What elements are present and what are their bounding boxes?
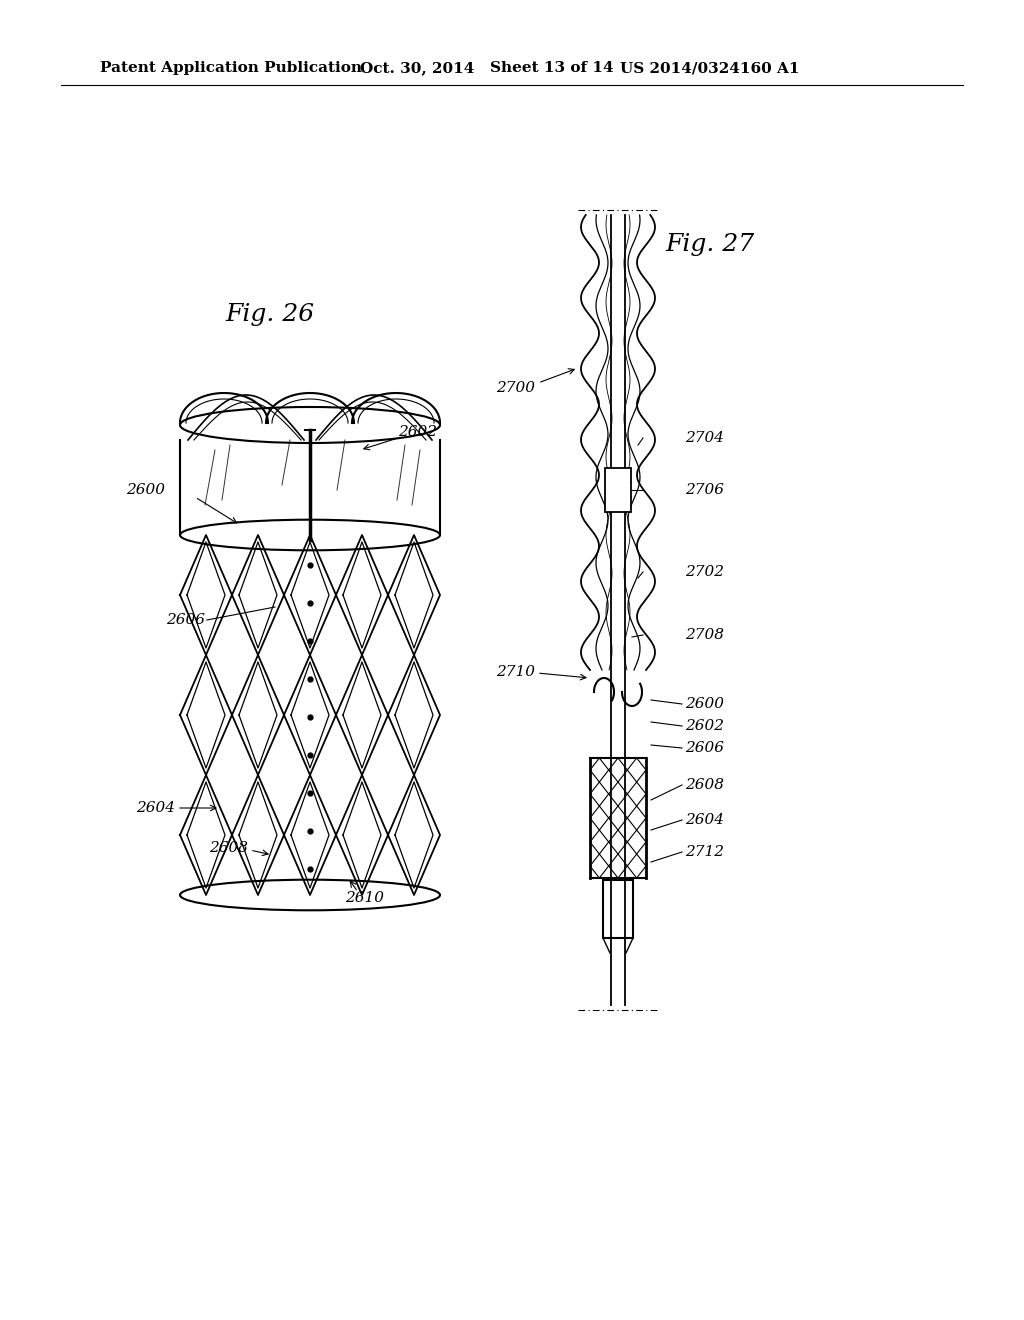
Text: 2708: 2708 <box>685 628 724 642</box>
Text: 2602: 2602 <box>398 425 437 440</box>
Text: 2604: 2604 <box>685 813 724 828</box>
Text: Fig. 26: Fig. 26 <box>225 304 314 326</box>
Text: 2600: 2600 <box>685 697 724 711</box>
Text: Fig. 27: Fig. 27 <box>665 234 754 256</box>
Text: 2610: 2610 <box>345 891 384 906</box>
Text: 2608: 2608 <box>209 841 248 855</box>
Bar <box>603 880 633 939</box>
Bar <box>605 469 631 512</box>
Text: 2702: 2702 <box>685 565 724 579</box>
Text: 2600: 2600 <box>126 483 165 498</box>
Text: Patent Application Publication: Patent Application Publication <box>100 61 362 75</box>
Text: 2606: 2606 <box>685 741 724 755</box>
Text: 2706: 2706 <box>685 483 724 498</box>
Text: 2606: 2606 <box>166 612 205 627</box>
Text: US 2014/0324160 A1: US 2014/0324160 A1 <box>620 61 800 75</box>
Text: 2704: 2704 <box>685 432 724 445</box>
Text: 2602: 2602 <box>685 719 724 733</box>
Text: 2710: 2710 <box>496 665 535 678</box>
Text: Oct. 30, 2014: Oct. 30, 2014 <box>360 61 474 75</box>
Text: 2700: 2700 <box>496 381 535 395</box>
Text: 2604: 2604 <box>136 801 175 814</box>
Text: 2712: 2712 <box>685 845 724 859</box>
Text: 2608: 2608 <box>685 777 724 792</box>
Text: Sheet 13 of 14: Sheet 13 of 14 <box>490 61 613 75</box>
